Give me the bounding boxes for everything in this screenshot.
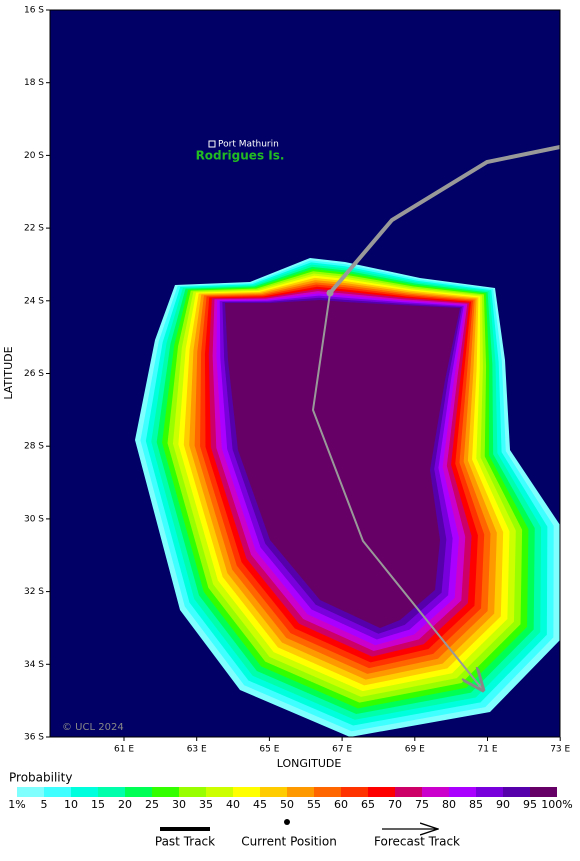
legend-tick-label: 25 [145, 798, 159, 811]
lon-tick-label: 71 E [478, 745, 498, 755]
legend-tick-label: 85 [469, 798, 483, 811]
lat-tick-label: 34 S [24, 660, 44, 670]
legend-tick-label: 70 [388, 798, 402, 811]
legend-swatch [530, 787, 557, 797]
x-axis-label: LONGITUDE [277, 757, 342, 770]
legend-tick-label: 30 [172, 798, 186, 811]
place-label: Port Mathurin [218, 140, 279, 150]
lat-tick-label: 16 S [24, 6, 44, 16]
lon-tick-label: 63 E [187, 745, 207, 755]
legend-swatch [449, 787, 476, 797]
lon-tick-label: 67 E [332, 745, 352, 755]
legend-swatch [260, 787, 287, 797]
town-marker [208, 140, 216, 148]
legend-label: Forecast Track [374, 835, 460, 849]
legend-tick-label: 45 [253, 798, 267, 811]
legend-swatch [17, 787, 44, 797]
probability-swath [135, 258, 560, 737]
legend-swatch [368, 787, 395, 797]
lat-tick-label: 20 S [24, 151, 44, 161]
legend-tick-label: 75 [415, 798, 429, 811]
legend-tick-label: 65 [361, 798, 375, 811]
current-position [326, 289, 334, 297]
legend-swatch [422, 787, 449, 797]
legend-tick-label: 1% [8, 798, 25, 811]
lon-tick-label: 69 E [405, 745, 425, 755]
legend-swatch [98, 787, 125, 797]
legend-tick-label: 50 [280, 798, 294, 811]
lon-tick-label: 61 E [114, 745, 134, 755]
lat-tick-label: 26 S [24, 369, 44, 379]
legend-tick-label: 10 [64, 798, 78, 811]
legend-label: Current Position [241, 835, 337, 849]
legend-tick-label: 35 [199, 798, 213, 811]
legend-tick-label: 60 [334, 798, 348, 811]
legend-tick-label: 15 [91, 798, 105, 811]
legend-swatch [476, 787, 503, 797]
legend-tick-label: 100% [541, 798, 572, 811]
past-track [328, 145, 561, 295]
forecast-track [311, 292, 483, 690]
probability-band [225, 300, 460, 628]
legend-swatch [395, 787, 422, 797]
legend-swatch [125, 787, 152, 797]
lat-tick-label: 18 S [24, 78, 44, 88]
legend-swatch [314, 787, 341, 797]
lat-tick-label: 32 S [24, 587, 44, 597]
lon-tick-label: 73 E [550, 745, 570, 755]
legend-swatch [341, 787, 368, 797]
legend-tick-label: 5 [41, 798, 48, 811]
legend-swatch [503, 787, 530, 797]
legend-swatch [206, 787, 233, 797]
legend-swatch [44, 787, 71, 797]
lat-tick-label: 30 S [24, 514, 44, 524]
legend-tick-label: 80 [442, 798, 456, 811]
legend-swatch [71, 787, 98, 797]
legend-swatch [287, 787, 314, 797]
lat-tick-label: 28 S [24, 442, 44, 452]
legend-tick-label: 90 [496, 798, 510, 811]
copyright: © UCL 2024 [62, 722, 124, 733]
legend-swatch [152, 787, 179, 797]
island-label: Rodrigues Is. [196, 149, 285, 163]
position-key [284, 819, 290, 825]
lat-tick-label: 22 S [24, 224, 44, 234]
legend-tick-label: 40 [226, 798, 240, 811]
legend-title: Probability [9, 771, 72, 785]
legend-swatch [233, 787, 260, 797]
legend-label: Past Track [155, 835, 215, 849]
lat-tick-label: 36 S [24, 733, 44, 743]
legend-tick-label: 95 [523, 798, 537, 811]
lat-tick-label: 24 S [24, 296, 44, 306]
lon-tick-label: 65 E [259, 745, 279, 755]
y-axis-label: LATITUDE [2, 346, 15, 399]
legend-tick-label: 20 [118, 798, 132, 811]
legend-swatch [179, 787, 206, 797]
legend-tick-label: 55 [307, 798, 321, 811]
